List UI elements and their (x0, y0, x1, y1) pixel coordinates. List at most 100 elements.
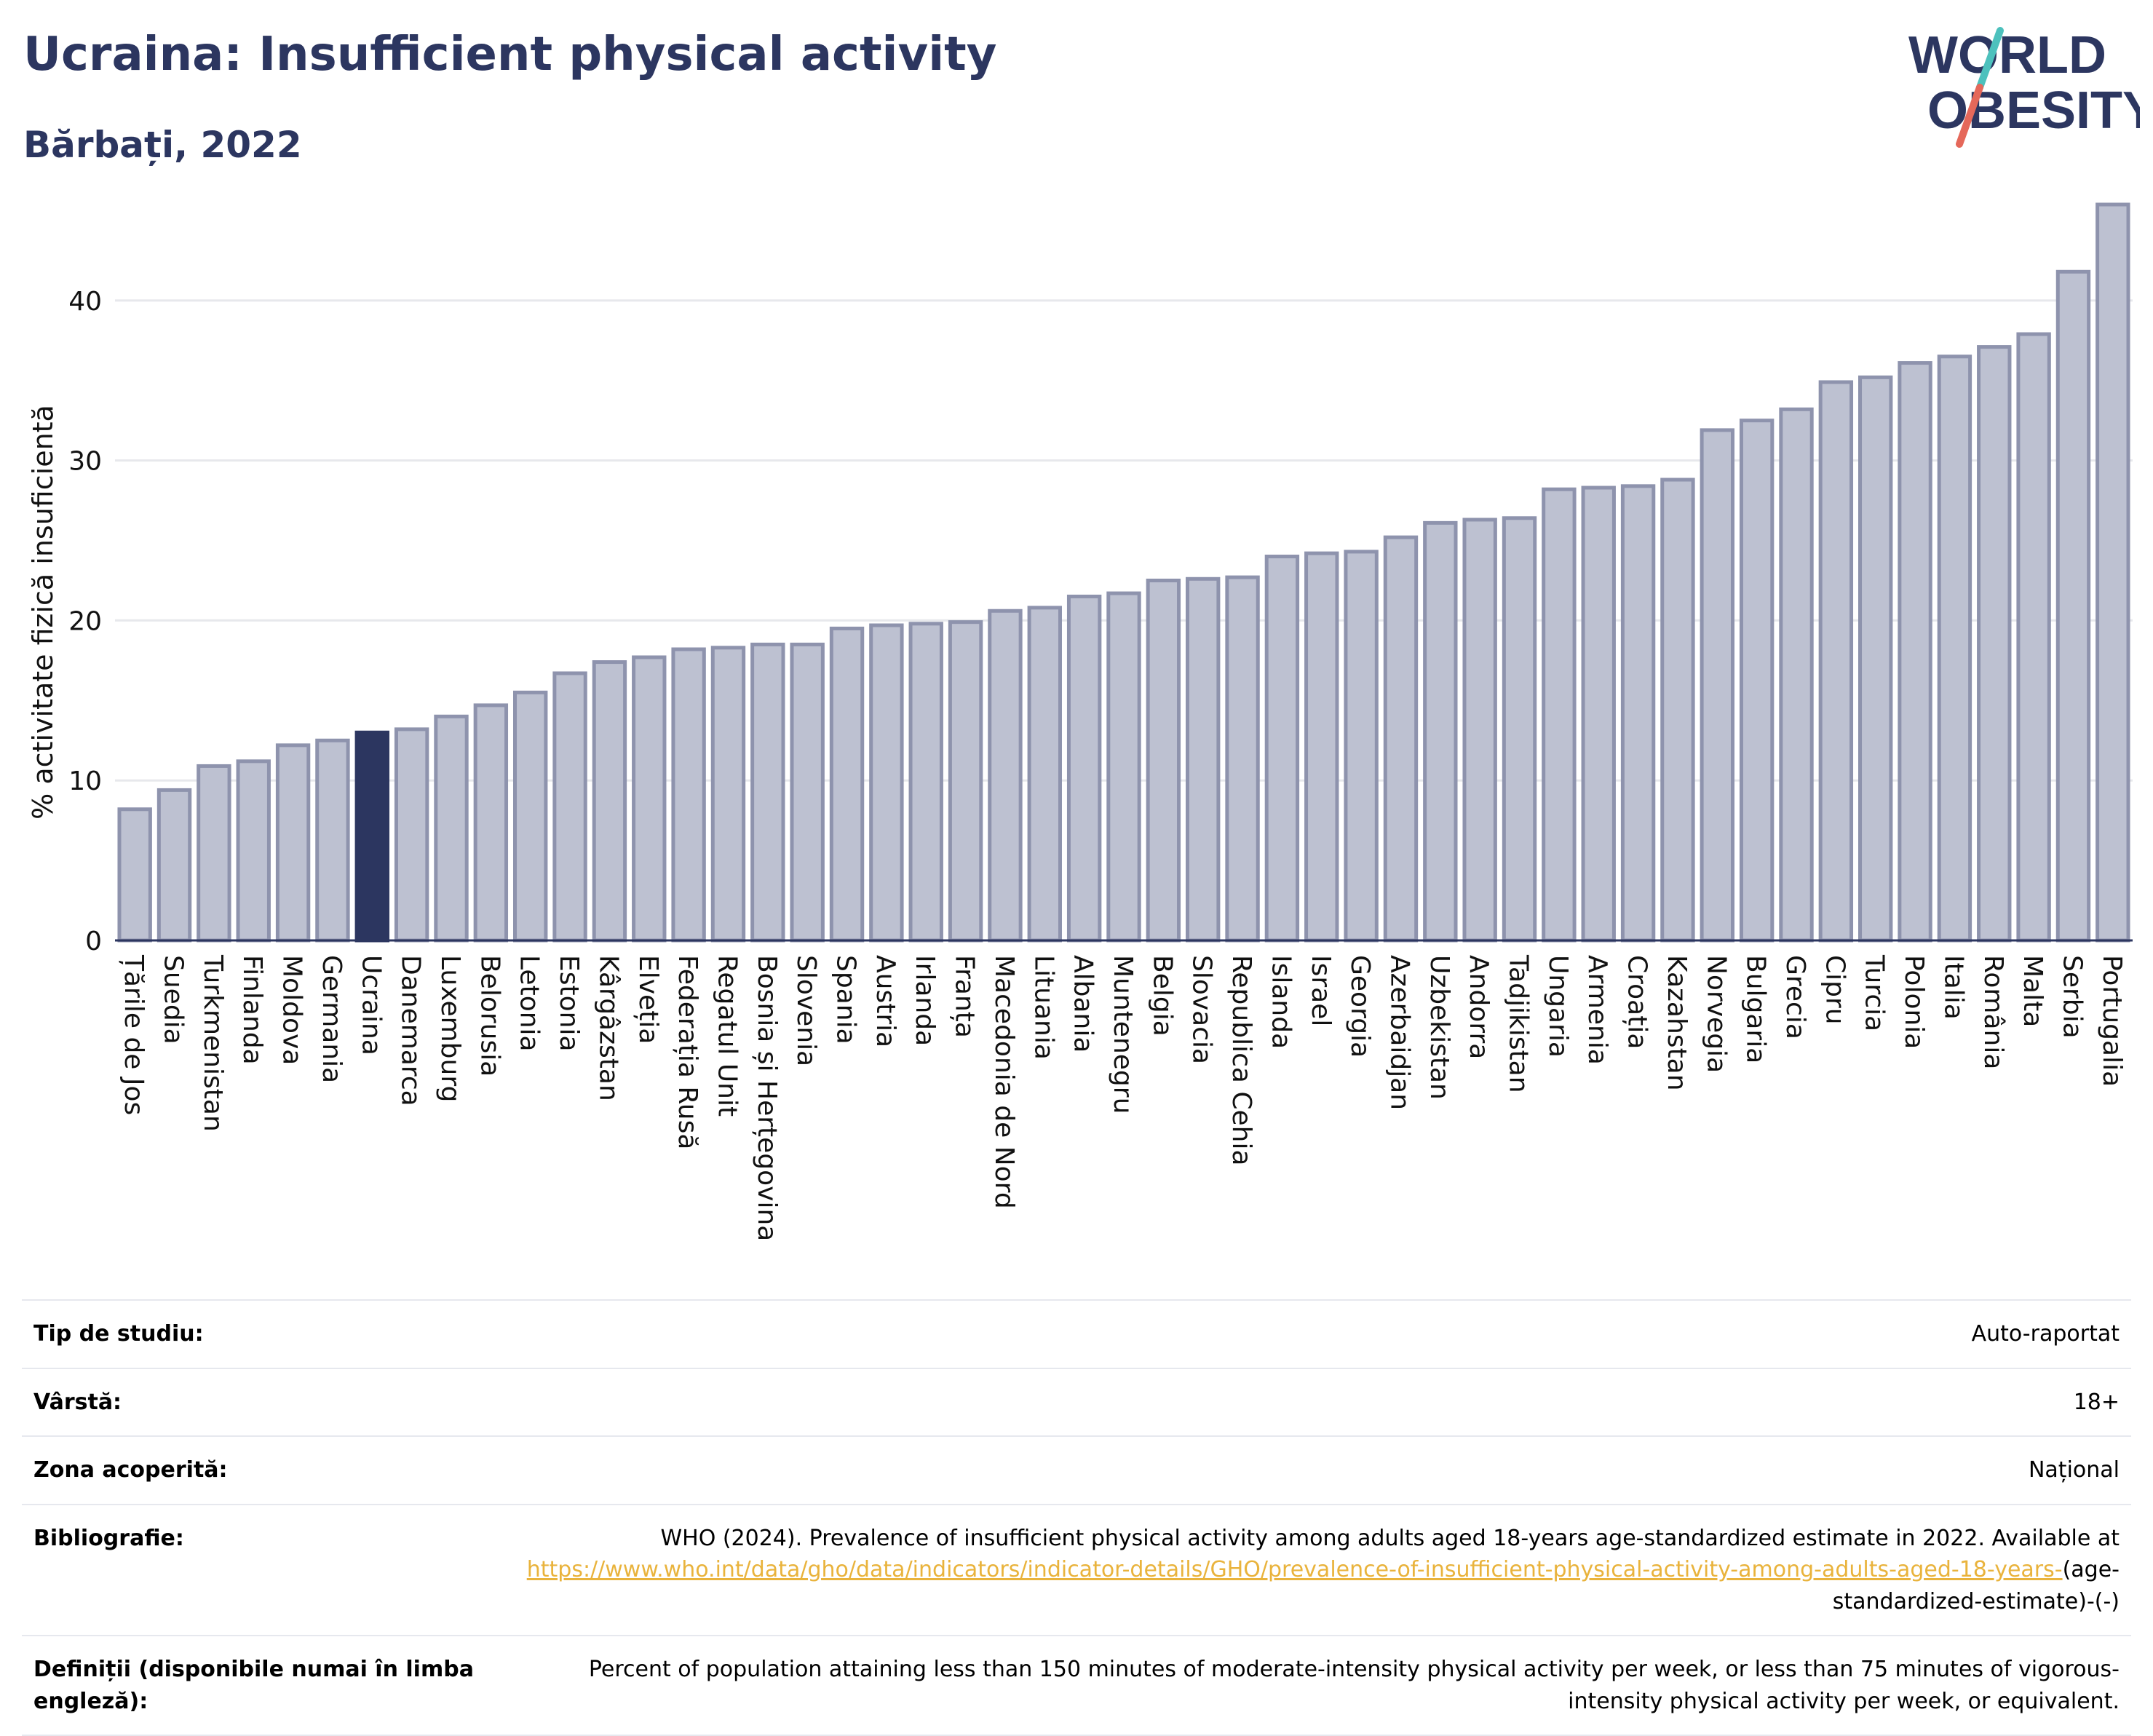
info-value: WHO (2024). Prevalence of insufficient p… (496, 1505, 2131, 1636)
x-tick-label: Croația (1622, 955, 1652, 1049)
bar-georgia (1344, 550, 1379, 943)
x-tick-label: Italia (1938, 955, 1968, 1020)
bar-cipru (1818, 380, 1854, 943)
y-tick-label: 20 (68, 606, 102, 636)
bar-letonia (513, 690, 548, 943)
bar-ucraina (354, 730, 389, 943)
x-tick-label: Bosnia și Herțegovina (752, 955, 782, 1241)
x-tick-label: Armenia (1582, 955, 1612, 1065)
x-tick-label: Federația Rusă (673, 955, 702, 1149)
bar-danemarca (394, 727, 429, 943)
info-key: Definiții (disponibile numai în limba en… (33, 1657, 474, 1714)
x-tick-label: Estonia (554, 955, 584, 1052)
bar-germania (315, 738, 350, 943)
y-tick-label: 10 (68, 766, 102, 796)
bibliography-link[interactable]: https://www.who.int/data/gho/data/indica… (526, 1557, 2063, 1582)
x-tick-label: Franța (950, 955, 980, 1038)
info-key: Vârstă: (33, 1389, 122, 1415)
x-tick-label: Danemarca (396, 955, 426, 1106)
world-obesity-logo: WORLD OBESITY (1908, 26, 2140, 148)
x-tick-label: Suedia (159, 955, 189, 1045)
info-key: Tip de studiu: (33, 1321, 204, 1347)
bar-spania (829, 626, 865, 943)
bibliography-text: WHO (2024). Prevalence of insufficient p… (660, 1525, 2120, 1551)
info-row-r2: Zona acoperită: Național (22, 1436, 2131, 1505)
bar-regatul-unit (710, 646, 746, 943)
x-tick-label: Belorusia (475, 955, 504, 1077)
y-tick-label: 0 (85, 927, 102, 956)
bar-turcia (1858, 375, 1893, 943)
bar-elveția (632, 655, 667, 943)
x-tick-label: Regatul Unit (712, 955, 742, 1117)
bar-israel (1304, 551, 1339, 943)
bar-turkmenistan (197, 764, 231, 943)
bar-polonia (1898, 361, 1932, 943)
info-table: Tip de studiu: Auto-raportat Vârstă: 18+ Zon… (22, 1299, 2131, 1736)
bar-românia (1977, 345, 2012, 943)
x-tick-label: Georgia (1345, 955, 1375, 1058)
bar-slovacia (1186, 576, 1221, 943)
bar-belorusia (473, 703, 509, 943)
bar-tadjikistan (1502, 516, 1537, 943)
page-title: Ucraina: Insufficient physical activity (23, 28, 997, 82)
x-tick-label: Israel (1306, 955, 1336, 1026)
x-tick-label: Bulgaria (1741, 955, 1771, 1063)
x-tick-labels: Țările de Jos Suedia Turkmenistan Finlanda M… (119, 954, 2127, 1241)
bar-chart: 0 10 20 30 40 Țările de Jos Suedia Turkmenista… (27, 202, 2133, 1241)
x-tick-label: Republica Cehia (1226, 955, 1256, 1166)
x-tick-label: Albania (1068, 955, 1098, 1053)
x-tick-label: Slovenia (791, 955, 821, 1066)
x-tick-label: Spania (831, 955, 861, 1045)
bar-bosnia-și-herțegovina (750, 642, 785, 943)
bar-grecia (1779, 407, 1814, 943)
x-tick-label: Luxemburg (435, 955, 465, 1102)
info-row-bibliography: Bibliografie: WHO (2024). Prevalence of i… (22, 1504, 2131, 1636)
bar-andorra (1462, 518, 1497, 943)
y-axis-label: % activitate fizică insuficientă (27, 405, 59, 820)
x-tick-label: Grecia (1780, 955, 1810, 1039)
bar-macedonia-de-nord (988, 609, 1023, 943)
logo-word-world: WORLD (1908, 26, 2106, 84)
bar-bulgaria (1739, 419, 1775, 943)
x-tick-label: Ungaria (1543, 955, 1573, 1058)
x-tick-label: Belgia (1147, 955, 1177, 1037)
x-tick-label: Azerbaidjan (1384, 955, 1414, 1110)
bar-muntenegru (1106, 591, 1141, 943)
x-tick-label: Tadjikistan (1504, 954, 1534, 1093)
bar-portugalia (2095, 202, 2130, 943)
x-tick-label: Elveția (633, 955, 663, 1044)
bar-federația-rusă (671, 647, 706, 943)
bar-slovenia (790, 642, 825, 943)
x-tick-label: Letonia (515, 955, 544, 1052)
x-tick-label: Austria (871, 955, 900, 1047)
info-value: 18+ (2073, 1389, 2120, 1415)
info-row-definitions: Definiții (disponibile numai în limba en… (22, 1636, 2131, 1735)
y-tick-label: 40 (68, 287, 102, 317)
x-tick-label: Kârgâzstan (593, 955, 623, 1101)
bar-norvegia (1700, 428, 1734, 943)
bar-kârgâzstan (592, 660, 627, 943)
bibliography-suffix: (age-standardized-estimate)-(-) (1832, 1557, 2120, 1614)
bar-țările-de-jos (117, 807, 152, 943)
x-tick-label: Kazahstan (1662, 955, 1692, 1091)
x-tick-label: România (1978, 955, 2008, 1069)
x-tick-label: Muntenegru (1108, 955, 1138, 1114)
bar-azerbaidjan (1383, 535, 1419, 943)
info-row-r1: Vârstă: 18+ (22, 1368, 2131, 1437)
bar-kazahstan (1660, 477, 1695, 943)
bars (117, 202, 2130, 943)
x-tick-label: Finlanda (237, 955, 267, 1065)
bar-austria (869, 623, 904, 943)
bar-italia (1937, 354, 1972, 943)
x-tick-label: Ucraina (356, 955, 386, 1055)
x-tick-label: Norvegia (1701, 955, 1731, 1073)
bar-malta (2016, 332, 2051, 943)
x-tick-label: Germania (317, 955, 346, 1083)
bar-suedia (156, 788, 192, 943)
bar-lituania (1027, 606, 1062, 943)
bar-republica-cehia (1225, 575, 1260, 943)
bar-islanda (1264, 555, 1300, 943)
x-tick-label: Cipru (1820, 955, 1849, 1025)
x-tick-label: Lituania (1028, 955, 1058, 1060)
x-tick-label: Moldova (277, 955, 307, 1065)
